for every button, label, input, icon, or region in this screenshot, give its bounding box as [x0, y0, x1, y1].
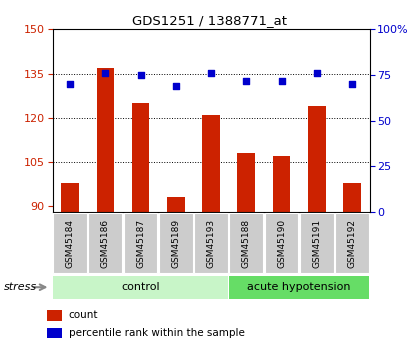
- Text: percentile rank within the sample: percentile rank within the sample: [68, 328, 244, 338]
- Bar: [237, 153, 255, 212]
- Bar: [202, 115, 220, 212]
- Bar: [265, 214, 299, 273]
- Bar: [123, 214, 158, 273]
- Text: GSM45190: GSM45190: [277, 219, 286, 268]
- Text: GSM45184: GSM45184: [66, 219, 75, 268]
- Bar: [97, 68, 114, 212]
- Text: control: control: [121, 282, 160, 292]
- Bar: [159, 214, 193, 273]
- Point: [208, 70, 215, 76]
- Point: [173, 83, 179, 89]
- Point: [349, 81, 355, 87]
- Bar: [308, 106, 326, 212]
- Point: [278, 78, 285, 83]
- Text: GSM45188: GSM45188: [242, 219, 251, 268]
- Bar: [61, 183, 79, 212]
- Bar: [53, 276, 228, 299]
- Text: GSM45192: GSM45192: [347, 219, 357, 268]
- Text: count: count: [68, 310, 98, 321]
- Bar: [343, 183, 361, 212]
- Bar: [47, 310, 62, 321]
- Bar: [273, 156, 290, 212]
- Bar: [335, 214, 369, 273]
- Bar: [194, 214, 228, 273]
- Point: [102, 70, 109, 76]
- Text: GSM45193: GSM45193: [207, 219, 215, 268]
- Point: [243, 78, 249, 83]
- Text: GSM45186: GSM45186: [101, 219, 110, 268]
- Bar: [229, 276, 369, 299]
- Bar: [89, 214, 122, 273]
- Text: GSM45187: GSM45187: [136, 219, 145, 268]
- Text: GDS1251 / 1388771_at: GDS1251 / 1388771_at: [132, 14, 288, 27]
- Point: [67, 81, 74, 87]
- Point: [313, 70, 320, 76]
- Bar: [167, 197, 185, 212]
- Bar: [300, 214, 333, 273]
- Bar: [47, 328, 62, 338]
- Point: [137, 72, 144, 78]
- Bar: [132, 103, 150, 212]
- Text: acute hypotension: acute hypotension: [247, 282, 351, 292]
- Text: GSM45189: GSM45189: [171, 219, 180, 268]
- Text: GSM45191: GSM45191: [312, 219, 321, 268]
- Bar: [229, 214, 263, 273]
- Text: stress: stress: [4, 282, 37, 292]
- Bar: [53, 214, 87, 273]
